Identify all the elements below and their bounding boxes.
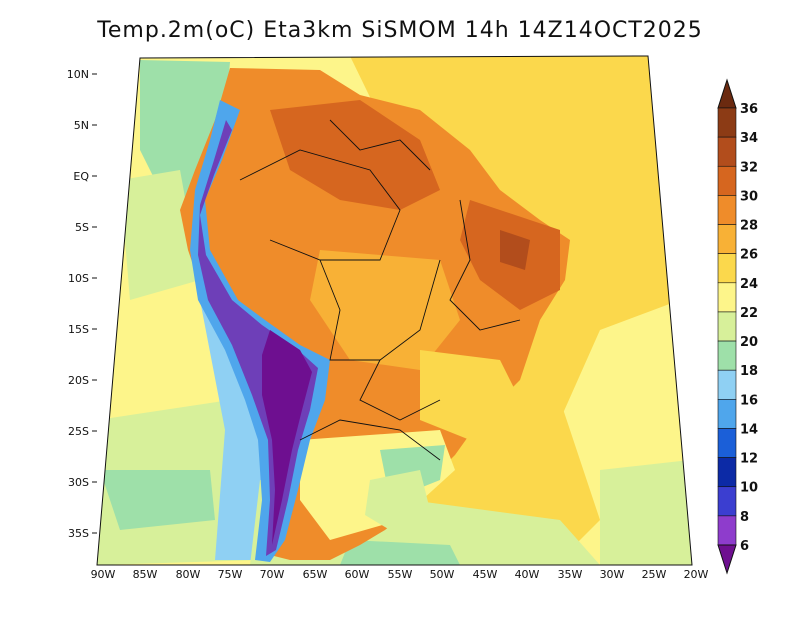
lon-label: 65W (303, 568, 328, 581)
colorbar-label: 6 (740, 539, 749, 554)
colorbar-segment (717, 253, 737, 284)
colorbar-label: 18 (740, 364, 758, 379)
colorbar-label: 32 (740, 160, 758, 175)
central-warm (310, 250, 460, 370)
longitude-axis: 90W 85W 80W 75W 70W 65W 60W 55W 50W 45W … (91, 568, 709, 581)
lon-label: 35W (558, 568, 583, 581)
colorbar-label: 20 (740, 335, 758, 350)
map-title: Temp.2m(oC) Eta3km SiSMOM 14h 14Z14OCT20… (97, 18, 703, 43)
colorbar-label: 24 (740, 277, 758, 292)
country-borders (239, 119, 521, 461)
lon-label: 70W (260, 568, 285, 581)
lat-label: 10S (68, 272, 89, 285)
colorbar-segment (717, 224, 737, 254)
colorbar-segment (717, 399, 737, 429)
lat-label: 20S (68, 374, 89, 387)
colorbar-label: 28 (740, 219, 758, 234)
colorbar-label: 8 (740, 510, 749, 525)
southern-cool-water-2 (340, 540, 460, 565)
colorbar-label: 26 (740, 248, 758, 263)
colorbar-label: 30 (740, 189, 758, 204)
lon-label: 75W (218, 568, 243, 581)
colorbar-label: 36 (740, 102, 758, 117)
lon-label: 60W (345, 568, 370, 581)
colorbar-segment (717, 282, 737, 313)
colorbar-segment (717, 107, 737, 138)
colorbar-label: 16 (740, 393, 758, 408)
colorbar-bottom-arrow (717, 544, 737, 575)
colorbar-label: 10 (740, 481, 758, 496)
colorbar-segment (717, 165, 737, 196)
colorbar-segment (717, 369, 737, 400)
lon-label: 30W (600, 568, 625, 581)
lat-label: 25S (68, 425, 89, 438)
uruguay-cool (365, 470, 430, 530)
lon-label: 20W (684, 568, 709, 581)
pacific-north-band (120, 170, 200, 300)
lon-label: 55W (388, 568, 413, 581)
colorbar: 36 34 32 30 28 26 24 22 20 18 16 14 12 10 8 6 (717, 78, 758, 575)
southeast-mild (420, 350, 520, 440)
colorbar-segment (717, 486, 737, 517)
lon-label: 85W (133, 568, 158, 581)
colorbar-label: 12 (740, 452, 758, 467)
lon-label: 45W (473, 568, 498, 581)
cool-pacific-2 (100, 470, 215, 530)
map-field (97, 56, 692, 565)
colorbar-top-arrow (717, 78, 737, 109)
andes-coldest (262, 330, 312, 545)
lon-label: 50W (430, 568, 455, 581)
lat-label: 5N (74, 119, 89, 132)
lat-label: 30S (68, 476, 89, 489)
colorbar-segment (717, 136, 737, 167)
lon-label: 80W (176, 568, 201, 581)
lon-label: 40W (515, 568, 540, 581)
colorbar-segment (717, 311, 737, 342)
latitude-axis: 10N 5N EQ 5S 10S 15S 20S 25S 30S 35S (67, 68, 97, 540)
colorbar-segment (717, 195, 737, 225)
colorbar-label: 22 (740, 306, 758, 321)
colorbar-label: 34 (740, 131, 758, 146)
lat-label: 35S (68, 527, 89, 540)
colorbar-segment (717, 428, 737, 458)
northeast-core (500, 230, 530, 270)
colorbar-segment (717, 340, 737, 371)
lat-label: 10N (67, 68, 89, 81)
lat-label: EQ (73, 170, 89, 183)
lon-label: 90W (91, 568, 116, 581)
lat-label: 15S (68, 323, 89, 336)
lon-label: 25W (642, 568, 667, 581)
colorbar-segment (717, 457, 737, 488)
far-south-atlantic-cool (600, 460, 692, 565)
map-frame (96, 55, 693, 566)
colorbar-segment (717, 515, 737, 546)
amazon-hot (270, 100, 440, 210)
lat-label: 5S (75, 221, 89, 234)
colorbar-label: 14 (740, 422, 758, 437)
